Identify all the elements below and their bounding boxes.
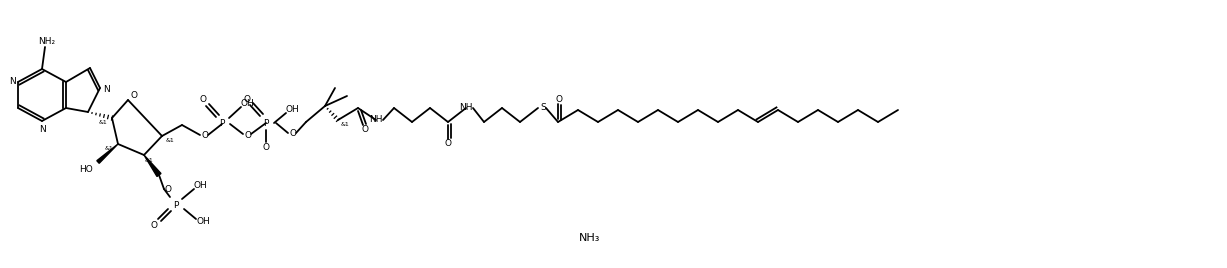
Text: O: O xyxy=(444,140,452,148)
Text: NH₃: NH₃ xyxy=(579,233,601,243)
Text: O: O xyxy=(244,131,252,140)
Text: &1: &1 xyxy=(341,122,350,128)
Text: O: O xyxy=(263,143,270,152)
Text: &1: &1 xyxy=(145,158,153,163)
Text: OH: OH xyxy=(193,181,207,189)
Text: O: O xyxy=(201,132,209,140)
Text: &1: &1 xyxy=(166,137,174,143)
Text: NH: NH xyxy=(369,116,383,125)
Polygon shape xyxy=(97,144,118,163)
Polygon shape xyxy=(144,155,161,177)
Text: O: O xyxy=(556,95,562,103)
Text: N: N xyxy=(38,125,45,133)
Text: O: O xyxy=(200,95,206,105)
Text: N: N xyxy=(103,84,110,94)
Text: O: O xyxy=(290,129,297,139)
Text: P: P xyxy=(220,120,225,128)
Text: OH: OH xyxy=(196,218,210,226)
Text: NH: NH xyxy=(459,103,472,113)
Text: O: O xyxy=(243,95,250,103)
Text: NH₂: NH₂ xyxy=(38,36,55,46)
Text: OH: OH xyxy=(240,99,254,107)
Text: OH: OH xyxy=(285,105,299,114)
Text: O: O xyxy=(151,221,157,229)
Text: O: O xyxy=(362,125,368,135)
Text: P: P xyxy=(264,118,269,128)
Text: S: S xyxy=(540,103,546,113)
Text: O: O xyxy=(164,185,172,195)
Text: O: O xyxy=(130,91,137,100)
Text: &1: &1 xyxy=(104,147,113,151)
Text: N: N xyxy=(10,77,16,87)
Text: HO: HO xyxy=(79,165,93,173)
Text: &1: &1 xyxy=(98,121,108,125)
Text: P: P xyxy=(173,200,179,210)
